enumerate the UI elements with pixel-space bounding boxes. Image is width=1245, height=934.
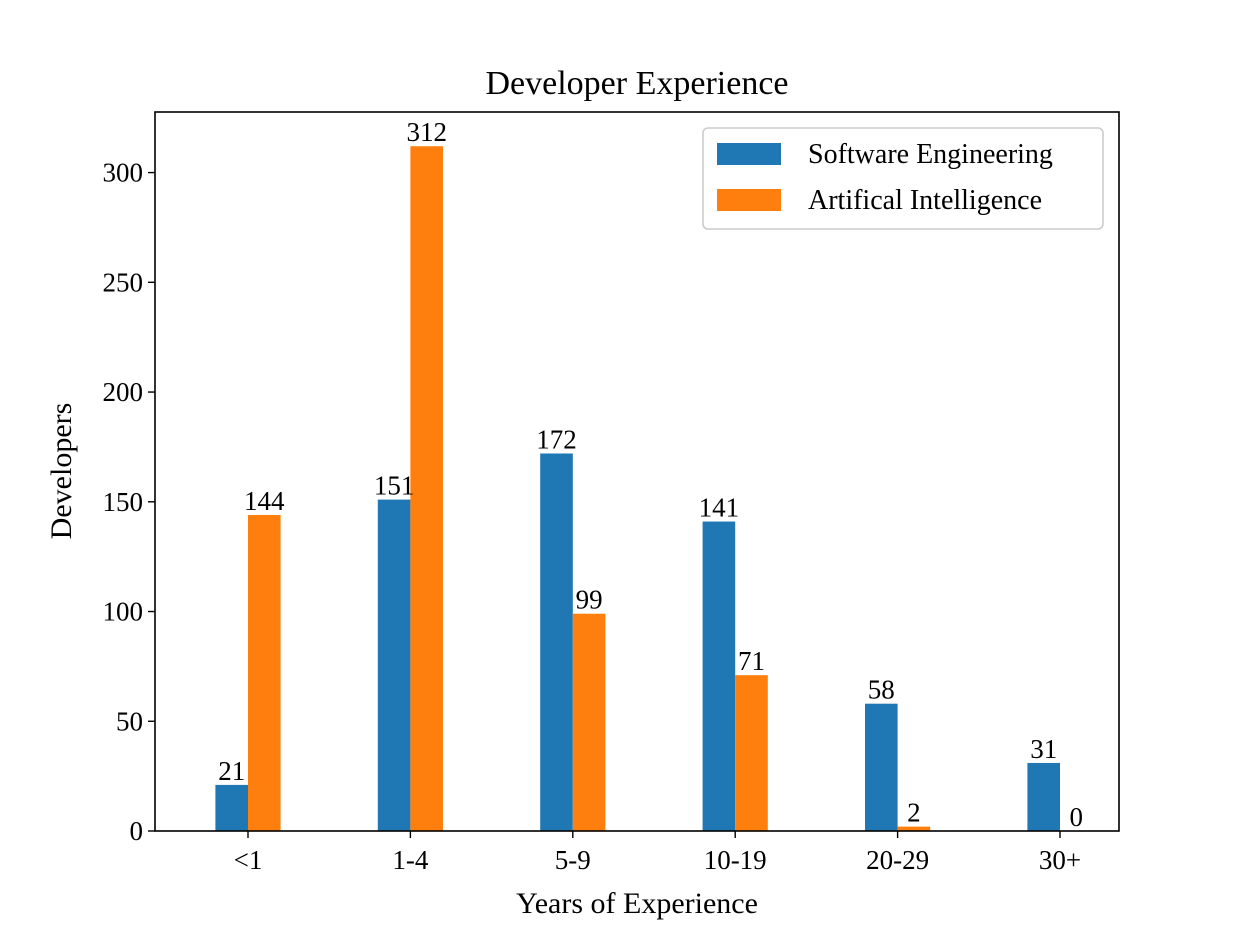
x-axis: <1 1-4 5-9 10-19 20-29 30+ <box>234 831 1081 875</box>
y-tick-label: 200 <box>103 377 144 407</box>
x-tick-label: 10-19 <box>704 845 767 875</box>
x-axis-label: Years of Experience <box>516 887 758 920</box>
data-label-software-engineering-2: 172 <box>536 425 577 455</box>
y-tick-label: 100 <box>103 597 144 627</box>
data-label-artifical-intelligence-4: 2 <box>907 798 921 828</box>
bar-software-engineering-4 <box>865 703 898 831</box>
bars-group <box>215 146 1060 831</box>
legend-swatch-software-engineering <box>717 143 781 165</box>
y-tick-label: 50 <box>116 706 143 736</box>
data-label-software-engineering-5: 31 <box>1030 734 1057 764</box>
bar-artifical-intelligence-1 <box>410 146 443 831</box>
y-axis-label: Developers <box>45 403 78 540</box>
y-tick-label: 300 <box>103 158 144 188</box>
x-tick-label: 5-9 <box>555 845 591 875</box>
y-axis: 0 50 100 150 200 250 300 <box>103 158 155 846</box>
data-label-software-engineering-4: 58 <box>868 675 895 705</box>
bar-software-engineering-1 <box>377 499 411 831</box>
x-tick-label: <1 <box>234 845 263 875</box>
bar-artifical-intelligence-3 <box>735 675 768 831</box>
bar-software-engineering-0 <box>215 784 248 831</box>
legend: Software Engineering Artifical Intellige… <box>702 127 1104 230</box>
data-label-software-engineering-3: 141 <box>699 493 740 523</box>
bar-artifical-intelligence-4 <box>897 826 931 831</box>
bar-software-engineering-5 <box>1027 762 1060 831</box>
data-label-software-engineering-1: 151 <box>374 471 415 501</box>
chart-title: Developer Experience <box>486 65 789 102</box>
y-tick-label: 150 <box>103 487 144 517</box>
y-tick-label: 0 <box>130 816 144 846</box>
legend-label-software-engineering: Software Engineering <box>808 139 1053 170</box>
y-tick-label: 250 <box>103 267 144 297</box>
data-label-artifical-intelligence-2: 99 <box>576 585 603 615</box>
data-label-artifical-intelligence-3: 71 <box>738 646 765 676</box>
data-labels-group: 21 144 151 312 172 99 141 71 58 2 31 0 <box>218 117 1083 832</box>
bar-software-engineering-3 <box>702 521 736 831</box>
plot-frame <box>154 111 1120 832</box>
data-label-artifical-intelligence-5: 0 <box>1070 802 1084 832</box>
x-tick-label: 20-29 <box>866 845 929 875</box>
legend-frame <box>702 127 1104 230</box>
bar-software-engineering-2 <box>540 453 573 831</box>
data-label-artifical-intelligence-1: 312 <box>406 117 447 147</box>
bar-artifical-intelligence-2 <box>572 613 606 831</box>
legend-swatch-artificial-intelligence <box>717 189 781 211</box>
x-tick-label: 30+ <box>1039 845 1081 875</box>
data-label-artifical-intelligence-0: 144 <box>244 486 285 516</box>
bar-artifical-intelligence-0 <box>248 514 281 831</box>
data-label-software-engineering-0: 21 <box>218 756 245 786</box>
x-tick-label: 1-4 <box>392 845 428 875</box>
legend-label-artificial-intelligence: Artifical Intelligence <box>808 185 1042 216</box>
